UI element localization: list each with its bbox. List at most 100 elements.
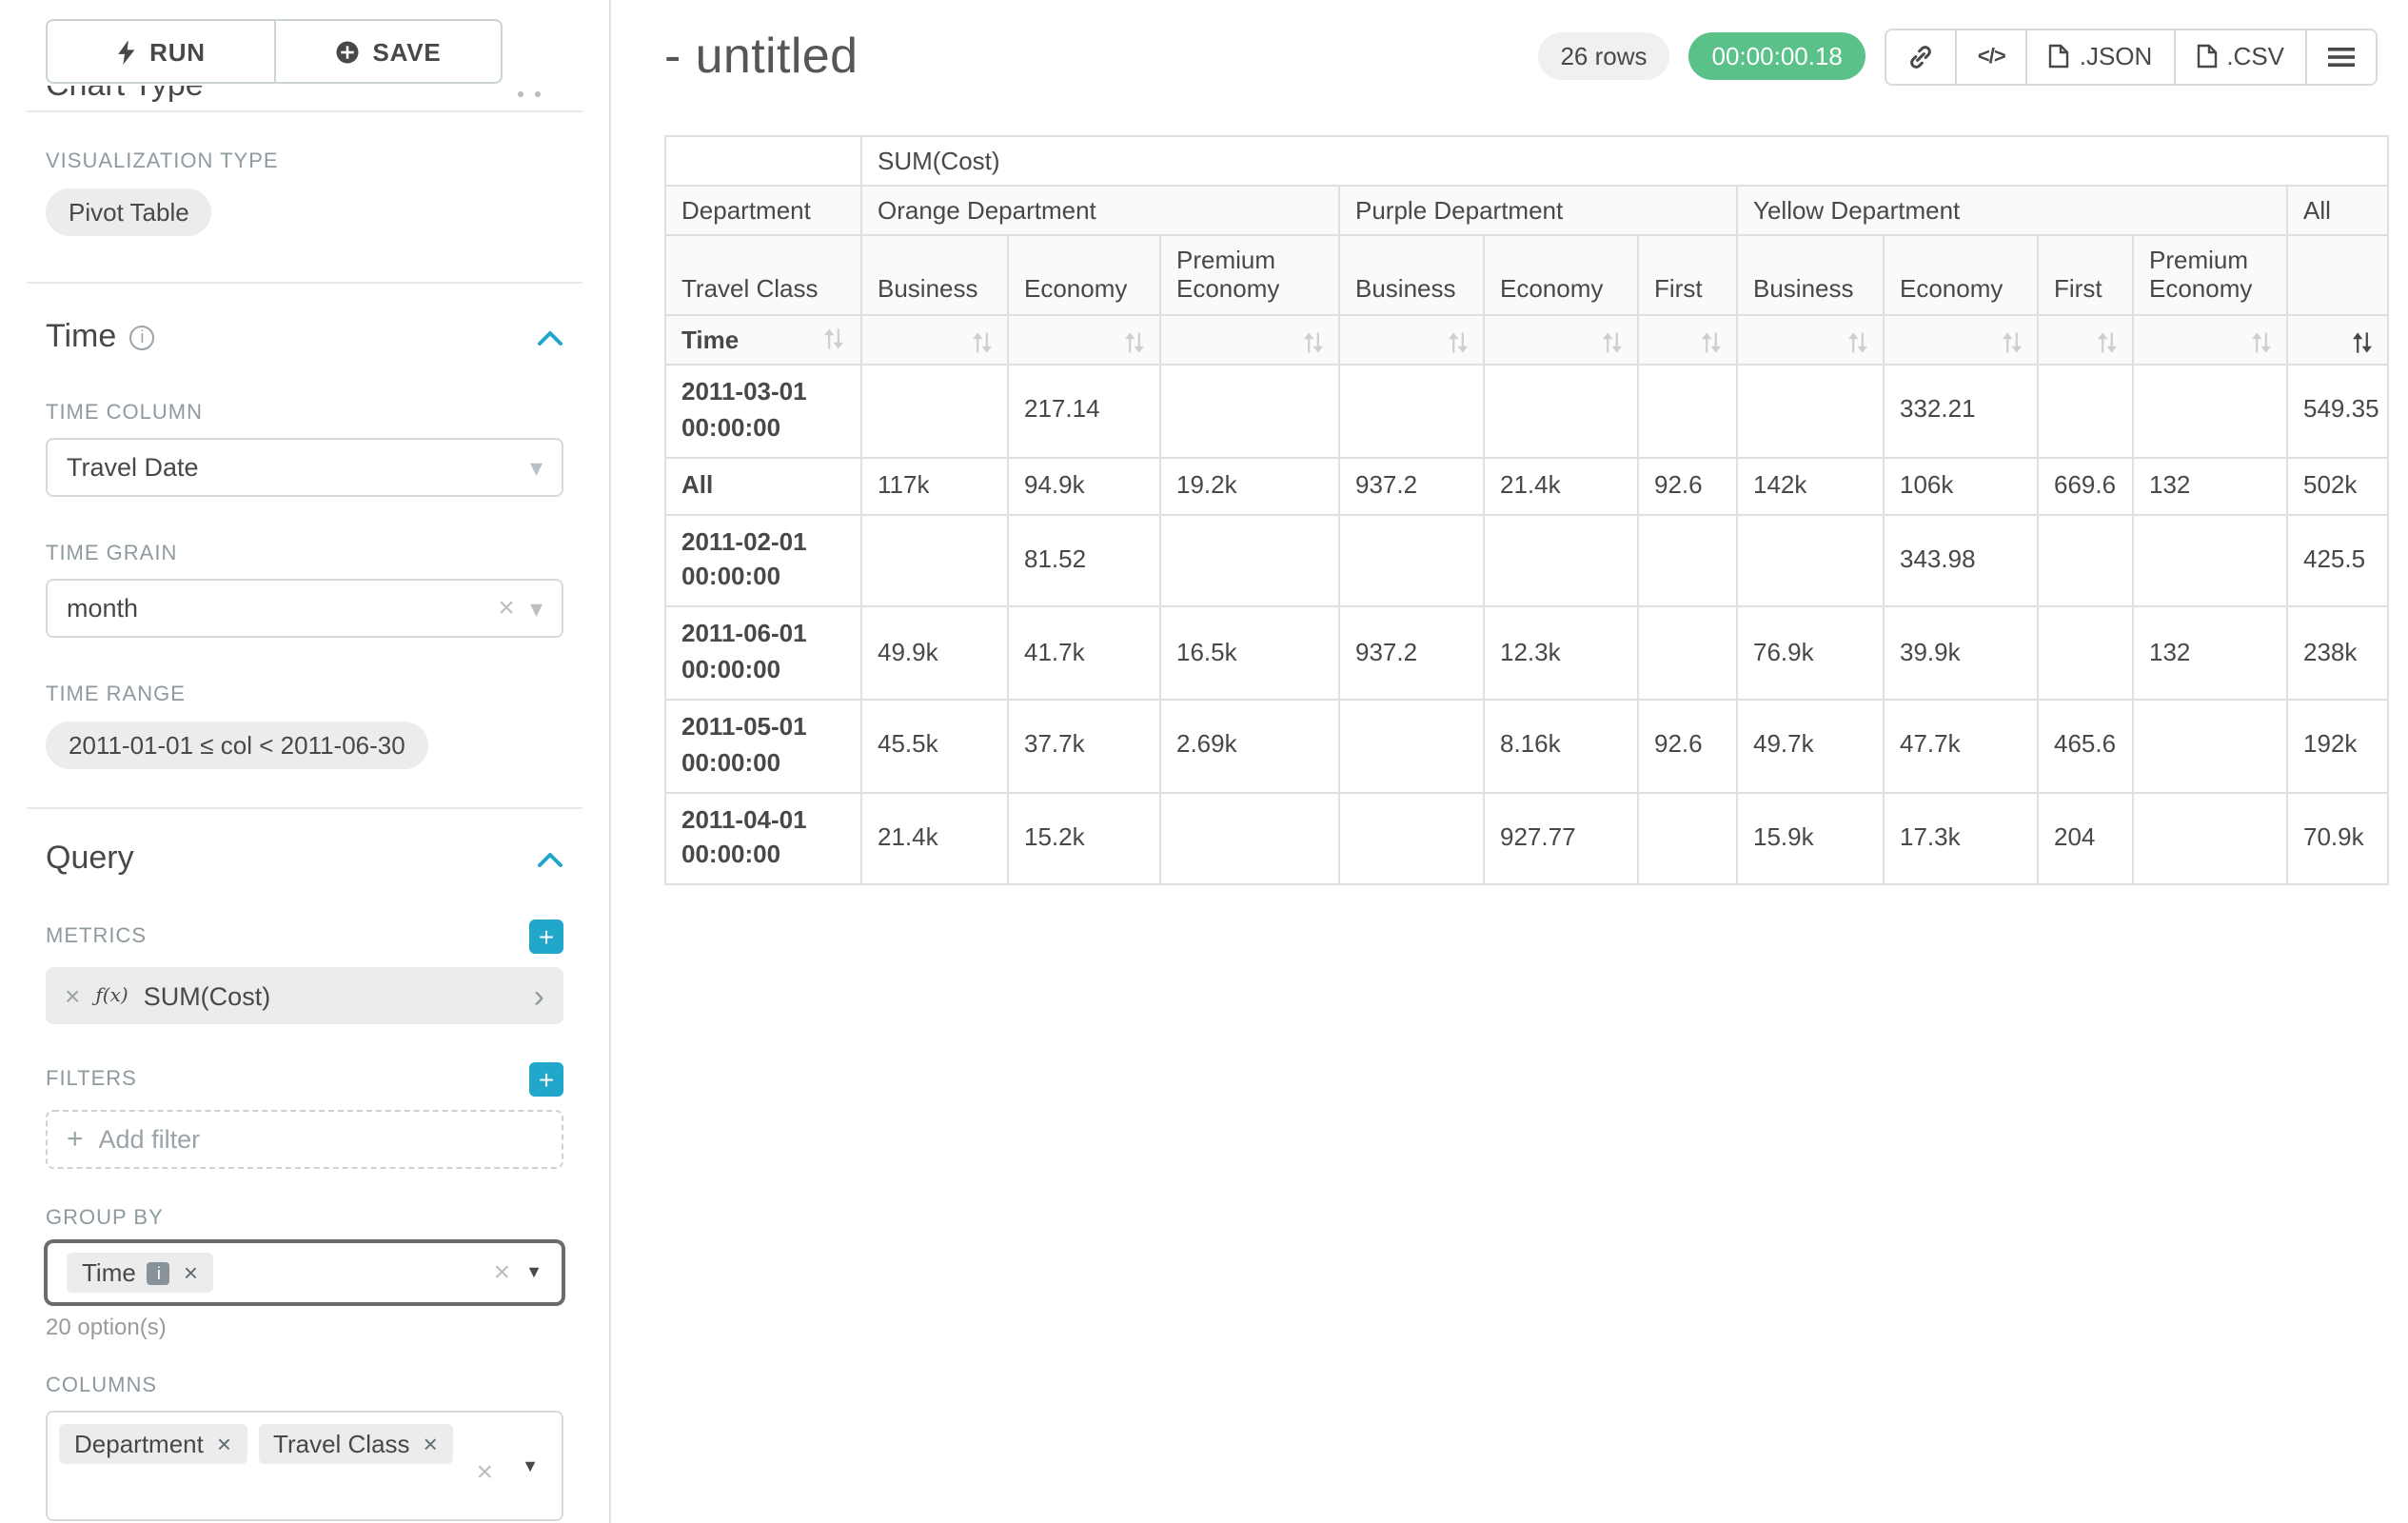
column-sort-toggle[interactable] — [1008, 315, 1160, 365]
value-cell: 21.4k — [1484, 457, 1638, 514]
export-csv-label: .CSV — [2226, 42, 2284, 70]
value-cell: 17.3k — [1884, 792, 2038, 884]
save-button[interactable]: SAVE — [273, 19, 503, 84]
columns-select[interactable]: Department × Travel Class × × ▼ — [46, 1411, 563, 1521]
sort-icon[interactable] — [1302, 330, 1325, 353]
value-cell — [1339, 700, 1484, 792]
value-cell — [1339, 365, 1484, 457]
metric-item[interactable]: × ƒ(x) SUM(Cost) › — [46, 967, 563, 1024]
value-cell: 16.5k — [1160, 606, 1339, 699]
travel-class-column-header — [2287, 235, 2388, 315]
sort-icon[interactable] — [1123, 330, 1146, 353]
caret-down-icon: ▼ — [525, 1264, 543, 1281]
table-row: All117k94.9k19.2k937.221.4k92.6142k106k6… — [665, 457, 2388, 514]
sort-icon[interactable] — [971, 330, 994, 353]
column-sort-toggle[interactable] — [1737, 315, 1884, 365]
column-sort-toggle[interactable] — [2038, 315, 2133, 365]
column-sort-toggle[interactable] — [1484, 315, 1638, 365]
value-cell — [1737, 514, 1884, 606]
value-cell: 425.5 — [2287, 514, 2388, 606]
remove-tag-icon[interactable]: × — [184, 1260, 198, 1285]
value-cell: 15.2k — [1008, 792, 1160, 884]
value-cell — [1638, 365, 1737, 457]
clear-icon[interactable]: × — [498, 594, 515, 623]
table-row: 2011-05-01 00:00:0045.5k37.7k2.69k8.16k9… — [665, 700, 2388, 792]
value-cell — [861, 365, 1008, 457]
sort-descending-icon[interactable] — [2351, 330, 2374, 353]
info-icon[interactable]: i — [148, 1261, 170, 1284]
time-range-pill[interactable]: 2011-01-01 ≤ col < 2011-06-30 — [46, 722, 428, 769]
query-section-header[interactable]: Query — [46, 840, 563, 878]
value-cell: 204 — [2038, 792, 2133, 884]
clear-icon[interactable]: × — [476, 1458, 493, 1487]
value-cell: 8.16k — [1484, 700, 1638, 792]
department-header-row: DepartmentOrange DepartmentPurple Depart… — [665, 186, 2388, 235]
value-cell — [1638, 792, 1737, 884]
clipped-handle-dots — [518, 91, 548, 99]
add-filter-field[interactable]: + Add filter — [46, 1110, 563, 1169]
time-grain-select[interactable]: month × ▾ — [46, 579, 563, 638]
travel-class-column-header: Business — [1737, 235, 1884, 315]
row-label: 2011-05-01 00:00:00 — [665, 700, 861, 792]
column-sort-toggle[interactable] — [2287, 315, 2388, 365]
sort-icon[interactable] — [2250, 330, 2273, 353]
visualization-type-pill[interactable]: Pivot Table — [46, 188, 212, 236]
remove-tag-icon[interactable]: × — [424, 1432, 438, 1456]
time-column-value: Travel Date — [67, 453, 515, 482]
file-download-icon — [2049, 44, 2070, 69]
embed-code-button[interactable]: </> — [1955, 30, 2026, 83]
column-sort-toggle[interactable] — [1638, 315, 1737, 365]
sort-icon[interactable] — [2001, 330, 2023, 353]
time-column-select[interactable]: Travel Date ▾ — [46, 438, 563, 497]
clear-icon[interactable]: × — [494, 1258, 511, 1287]
value-cell: 49.7k — [1737, 700, 1884, 792]
remove-tag-icon[interactable]: × — [217, 1432, 231, 1456]
sort-icon[interactable] — [1846, 330, 1869, 353]
copy-link-button[interactable] — [1886, 30, 1955, 83]
function-icon: ƒ(x) — [95, 985, 128, 1006]
columns-label: COLUMNS — [46, 1375, 563, 1397]
export-csv-button[interactable]: .CSV — [2173, 30, 2305, 83]
export-json-button[interactable]: .JSON — [2026, 30, 2174, 83]
sort-icon[interactable] — [1700, 330, 1723, 353]
run-button[interactable]: RUN — [46, 19, 273, 84]
value-cell: 39.9k — [1884, 606, 2038, 699]
add-metric-button[interactable]: + — [529, 920, 563, 954]
value-cell — [1160, 514, 1339, 606]
divider — [27, 282, 582, 284]
time-row-header[interactable]: Time — [665, 315, 861, 365]
value-cell: 94.9k — [1008, 457, 1160, 514]
remove-metric-icon[interactable]: × — [65, 982, 80, 1009]
chevron-right-icon[interactable]: › — [534, 979, 544, 1012]
time-section-header[interactable]: Time i — [46, 318, 563, 356]
travel-class-column-header: Economy — [1484, 235, 1638, 315]
row-label: All — [665, 457, 861, 514]
value-cell: 132 — [2133, 457, 2287, 514]
column-sort-toggle[interactable] — [2133, 315, 2287, 365]
add-filter-button[interactable]: + — [529, 1062, 563, 1097]
chevron-up-icon[interactable] — [537, 328, 563, 346]
sort-icon[interactable] — [822, 327, 845, 350]
chart-type-section-clipped: Chart Type — [46, 86, 563, 107]
value-cell: 92.6 — [1638, 457, 1737, 514]
value-cell: 238k — [2287, 606, 2388, 699]
export-toolbar: </> .JSON .CSV — [1885, 28, 2378, 85]
value-cell: 45.5k — [861, 700, 1008, 792]
chevron-up-icon[interactable] — [537, 850, 563, 867]
group-by-select[interactable]: Time i × × ▼ — [46, 1241, 563, 1304]
metric-header-row: SUM(Cost) — [665, 136, 2388, 186]
value-cell — [1484, 514, 1638, 606]
sort-icon[interactable] — [2096, 330, 2119, 353]
column-sort-toggle[interactable] — [1339, 315, 1484, 365]
sort-icon[interactable] — [1601, 330, 1624, 353]
travel-class-column-header: Premium Economy — [2133, 235, 2287, 315]
chart-title[interactable]: - untitled — [664, 27, 858, 86]
run-save-button-group: RUN SAVE — [46, 19, 503, 84]
column-sort-toggle[interactable] — [1884, 315, 2038, 365]
column-sort-toggle[interactable] — [1160, 315, 1339, 365]
menu-button[interactable] — [2305, 30, 2376, 83]
value-cell: 15.9k — [1737, 792, 1884, 884]
travel-class-column-header: First — [1638, 235, 1737, 315]
sort-icon[interactable] — [1447, 330, 1470, 353]
column-sort-toggle[interactable] — [861, 315, 1008, 365]
